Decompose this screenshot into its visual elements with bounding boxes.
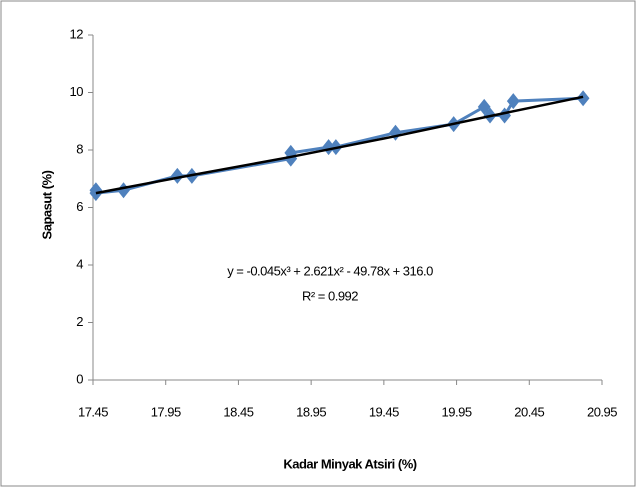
trend-equation: y = -0.045x³ + 2.621x² - 49.78x + 316.0 (227, 263, 433, 278)
data-point (506, 93, 520, 110)
y-tick-label: 2 (76, 314, 83, 329)
data-point (170, 167, 184, 184)
y-tick-label: 10 (70, 84, 84, 99)
y-tick-label: 4 (76, 256, 83, 271)
x-tick-label: 17.45 (78, 404, 108, 419)
x-tick-label: 18.45 (223, 404, 253, 419)
x-axis-label: Kadar Minyak Atsiri (%) (283, 456, 416, 471)
data-point (576, 90, 590, 107)
x-tick-label: 19.95 (442, 404, 472, 419)
y-axis-label: Sapasut (%) (39, 170, 54, 239)
data-point (498, 107, 511, 124)
r-squared: R² = 0.992 (302, 288, 358, 303)
x-tick-label: 17.95 (151, 404, 181, 419)
data-point (117, 182, 130, 199)
y-tick-label: 0 (76, 371, 83, 386)
y-tick-label: 12 (70, 26, 84, 41)
x-tick-label: 20.95 (587, 404, 617, 419)
x-tick-label: 18.95 (296, 404, 326, 419)
x-tick-label: 20.45 (514, 404, 544, 419)
x-tick-label: 19.45 (369, 404, 399, 419)
y-tick-label: 6 (76, 199, 83, 214)
y-tick-label: 8 (76, 141, 83, 156)
trendline (95, 95, 584, 195)
